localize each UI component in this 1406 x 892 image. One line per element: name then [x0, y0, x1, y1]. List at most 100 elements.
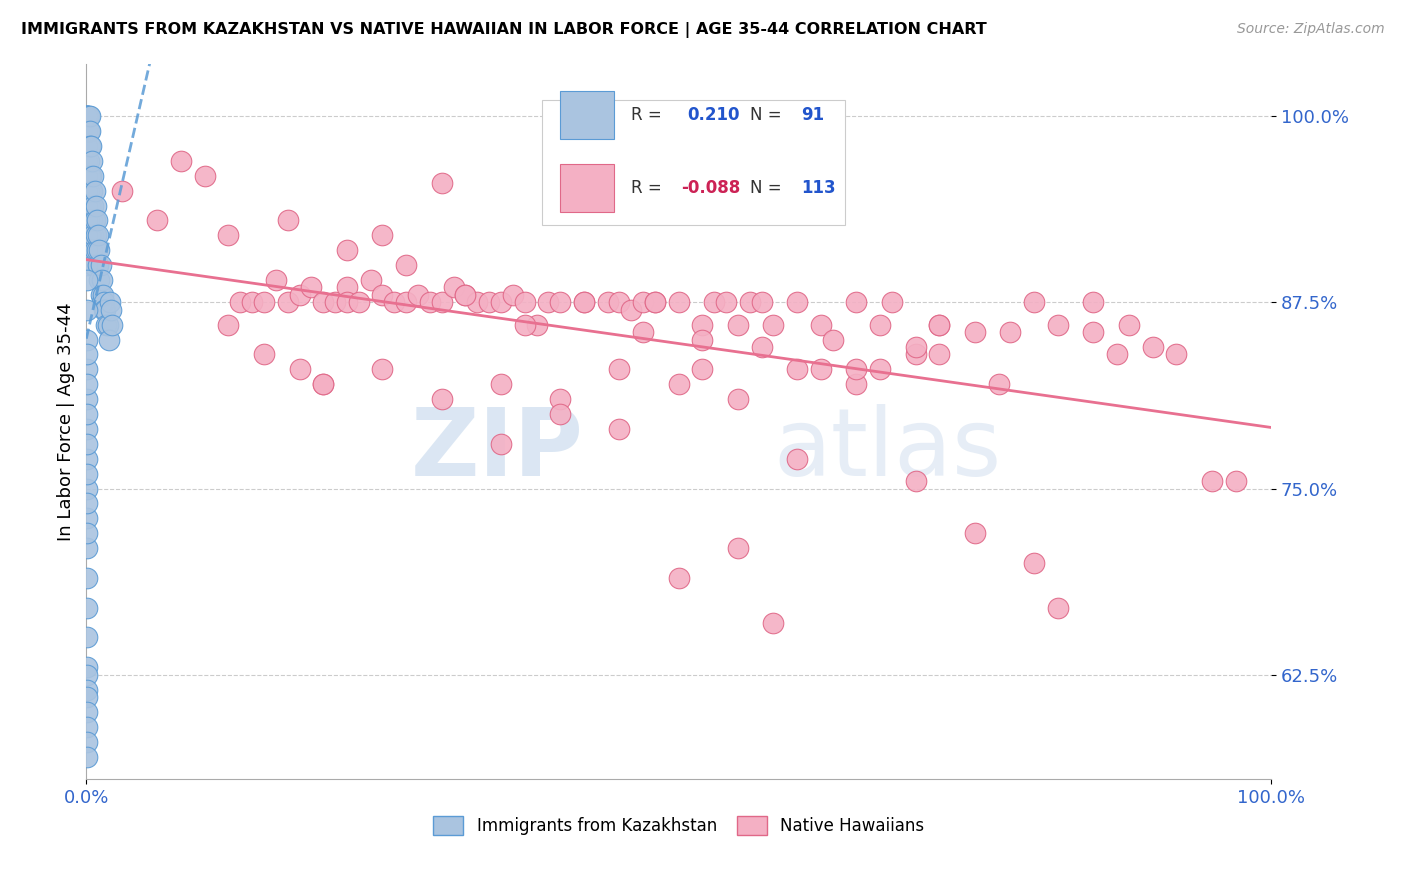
Point: [395, 295, 418, 310]
Point: [79, 124, 101, 138]
Point: [738, 295, 761, 310]
Point: [904, 474, 927, 488]
Point: [111, 184, 134, 198]
Point: [76, 526, 98, 541]
Point: [80, 169, 103, 183]
Point: [751, 295, 773, 310]
Point: [76, 451, 98, 466]
Point: [810, 318, 832, 332]
Point: [76, 631, 98, 645]
Point: [1024, 556, 1046, 570]
Point: [1083, 325, 1105, 339]
Point: [76, 571, 98, 585]
Point: [79, 198, 101, 212]
Point: [83, 244, 105, 258]
Point: [76, 109, 98, 123]
Point: [82, 244, 104, 258]
Text: ZIP: ZIP: [411, 404, 583, 496]
Point: [86, 244, 108, 258]
Point: [79, 169, 101, 183]
Point: [76, 377, 98, 392]
Point: [101, 318, 124, 332]
Point: [336, 280, 359, 294]
Point: [572, 295, 595, 310]
Point: [253, 295, 276, 310]
Text: IMMIGRANTS FROM KAZAKHSTAN VS NATIVE HAWAIIAN IN LABOR FORCE | AGE 35-44 CORRELA: IMMIGRANTS FROM KAZAKHSTAN VS NATIVE HAW…: [21, 22, 987, 38]
Point: [443, 280, 465, 294]
Point: [77, 184, 100, 198]
Point: [489, 377, 512, 392]
Point: [76, 734, 98, 748]
Point: [371, 228, 394, 243]
Point: [77, 213, 100, 227]
Point: [845, 362, 868, 376]
Point: [668, 571, 690, 585]
Point: [94, 302, 117, 317]
Text: Source: ZipAtlas.com: Source: ZipAtlas.com: [1237, 22, 1385, 37]
Text: 113: 113: [801, 179, 835, 197]
Point: [217, 318, 239, 332]
Point: [323, 295, 346, 310]
Point: [430, 176, 453, 190]
Point: [845, 377, 868, 392]
Point: [810, 362, 832, 376]
Point: [264, 273, 287, 287]
Point: [76, 228, 98, 243]
Point: [692, 318, 714, 332]
Point: [336, 295, 359, 310]
Point: [714, 295, 737, 310]
Point: [76, 600, 98, 615]
Point: [692, 362, 714, 376]
Point: [77, 124, 100, 138]
Point: [786, 295, 808, 310]
Point: [548, 407, 571, 421]
Point: [76, 213, 98, 227]
Point: [87, 228, 110, 243]
Point: [1024, 295, 1046, 310]
Text: R =: R =: [631, 106, 668, 124]
Text: N =: N =: [749, 106, 787, 124]
Point: [465, 295, 488, 310]
Point: [76, 198, 98, 212]
Point: [76, 496, 98, 510]
Point: [240, 295, 263, 310]
Point: [80, 228, 103, 243]
Point: [79, 228, 101, 243]
Point: [76, 660, 98, 674]
Point: [229, 295, 252, 310]
Point: [644, 295, 666, 310]
Point: [1046, 600, 1069, 615]
Point: [76, 682, 98, 697]
Point: [82, 184, 104, 198]
FancyBboxPatch shape: [560, 91, 613, 139]
Point: [76, 541, 98, 555]
Point: [406, 288, 429, 302]
FancyBboxPatch shape: [560, 164, 613, 212]
Point: [84, 198, 107, 212]
Point: [478, 295, 501, 310]
Point: [96, 318, 118, 332]
Point: [91, 288, 114, 302]
Point: [336, 244, 359, 258]
Point: [76, 437, 98, 451]
Text: -0.088: -0.088: [681, 179, 741, 197]
Text: 0.210: 0.210: [688, 106, 740, 124]
Point: [76, 467, 98, 481]
Point: [79, 109, 101, 123]
Point: [76, 109, 98, 123]
Point: [76, 153, 98, 168]
Point: [194, 169, 217, 183]
Point: [548, 295, 571, 310]
Point: [1225, 474, 1247, 488]
Point: [1166, 347, 1188, 361]
Point: [312, 377, 335, 392]
Point: [727, 392, 749, 406]
Text: 91: 91: [801, 106, 824, 124]
Point: [76, 124, 98, 138]
Point: [299, 280, 322, 294]
Point: [668, 377, 690, 392]
Point: [609, 362, 631, 376]
Point: [513, 318, 536, 332]
Point: [371, 362, 394, 376]
Point: [786, 362, 808, 376]
